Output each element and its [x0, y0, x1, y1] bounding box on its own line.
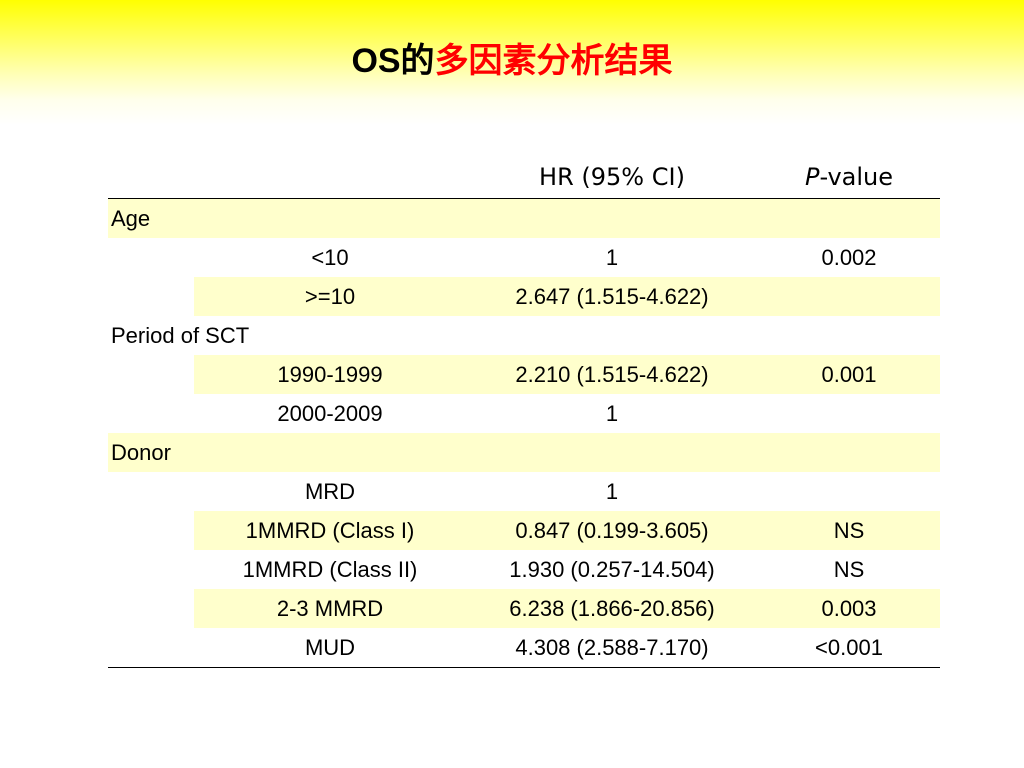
row-label-cell: MUD: [194, 628, 466, 668]
indent-cell: [108, 472, 194, 511]
section-label: Donor: [108, 433, 466, 472]
row-label-cell: >=10: [194, 277, 466, 316]
hr-cell: 1.930 (0.257-14.504): [509, 556, 715, 582]
table-row: MUD 4.308 (2.588-7.170) <0.001: [108, 628, 940, 668]
p-value-cell: NS: [833, 556, 865, 582]
p-value-cell: NS: [758, 511, 940, 550]
p-value-cell: 0.003: [758, 589, 940, 628]
header-hr: HR (95% CI): [466, 156, 758, 199]
header-p-value: P-value: [758, 156, 940, 199]
title-highlight: 多因素分析结果: [434, 42, 673, 80]
header-p-rest: -value: [819, 163, 894, 191]
indent-cell: [108, 238, 194, 277]
p-value-cell: [758, 472, 940, 511]
row-label-cell: MRD: [304, 478, 356, 504]
indent-cell: [108, 589, 194, 628]
indent-cell: [108, 277, 194, 316]
row-label-cell: 1990-1999: [194, 355, 466, 394]
header-empty-cell: [108, 156, 194, 199]
section-label: Period of SCT: [111, 322, 250, 348]
section-p-cell: [758, 316, 940, 355]
hr-cell: 1: [605, 478, 619, 504]
hr-cell: 4.308 (2.588-7.170): [466, 628, 758, 668]
section-label: Age: [108, 198, 466, 238]
row-label-cell: 2-3 MMRD: [194, 589, 466, 628]
table-header-row: HR (95% CI) P-value: [108, 156, 940, 199]
row-label-cell: 1MMRD (Class II): [242, 556, 418, 582]
section-hr-cell: [466, 316, 758, 355]
section-row: Age: [108, 198, 940, 238]
table-row: >=10 2.647 (1.515-4.622): [108, 277, 940, 316]
p-value-cell: 0.001: [758, 355, 940, 394]
row-label-cell: <10: [311, 244, 349, 270]
table-row: 1MMRD (Class I) 0.847 (0.199-3.605) NS: [108, 511, 940, 550]
p-value-cell: [758, 277, 940, 316]
row-label-cell: 2000-2009: [277, 400, 383, 426]
header-p-italic: P: [804, 163, 820, 191]
hr-cell: 2.210 (1.515-4.622): [466, 355, 758, 394]
multivariate-analysis-table: HR (95% CI) P-value Age <10 1 0.002 >=10 2.64…: [108, 156, 940, 668]
section-hr-cell: [466, 198, 758, 238]
row-label-cell: 1MMRD (Class I): [194, 511, 466, 550]
slide-title: OS的多因素分析结果: [0, 38, 1024, 84]
table-body: Age <10 1 0.002 >=10 2.647 (1.515-4.622) Perio…: [108, 198, 940, 668]
table-row: 2-3 MMRD 6.238 (1.866-20.856) 0.003: [108, 589, 940, 628]
section-hr-cell: [466, 433, 758, 472]
table-row: MRD 1: [108, 472, 940, 511]
table-row: 2000-2009 1: [108, 394, 940, 433]
hr-cell: 1: [605, 244, 619, 270]
indent-cell: [108, 511, 194, 550]
hr-cell: 6.238 (1.866-20.856): [466, 589, 758, 628]
indent-cell: [108, 550, 194, 589]
section-row: Period of SCT: [108, 316, 940, 355]
header-empty-cell: [194, 156, 466, 199]
hr-cell: 1: [605, 400, 619, 426]
section-row: Donor: [108, 433, 940, 472]
section-p-cell: [758, 198, 940, 238]
hr-cell: 2.647 (1.515-4.622): [466, 277, 758, 316]
table-row: 1990-1999 2.210 (1.515-4.622) 0.001: [108, 355, 940, 394]
title-prefix: OS的: [351, 42, 435, 80]
indent-cell: [108, 628, 194, 668]
table-row: <10 1 0.002: [108, 238, 940, 277]
table-row: 1MMRD (Class II) 1.930 (0.257-14.504) NS: [108, 550, 940, 589]
indent-cell: [108, 394, 194, 433]
p-value-cell: 0.002: [821, 244, 877, 270]
p-value-cell: <0.001: [758, 628, 940, 668]
p-value-cell: [758, 394, 940, 433]
hr-cell: 0.847 (0.199-3.605): [466, 511, 758, 550]
section-p-cell: [758, 433, 940, 472]
indent-cell: [108, 355, 194, 394]
